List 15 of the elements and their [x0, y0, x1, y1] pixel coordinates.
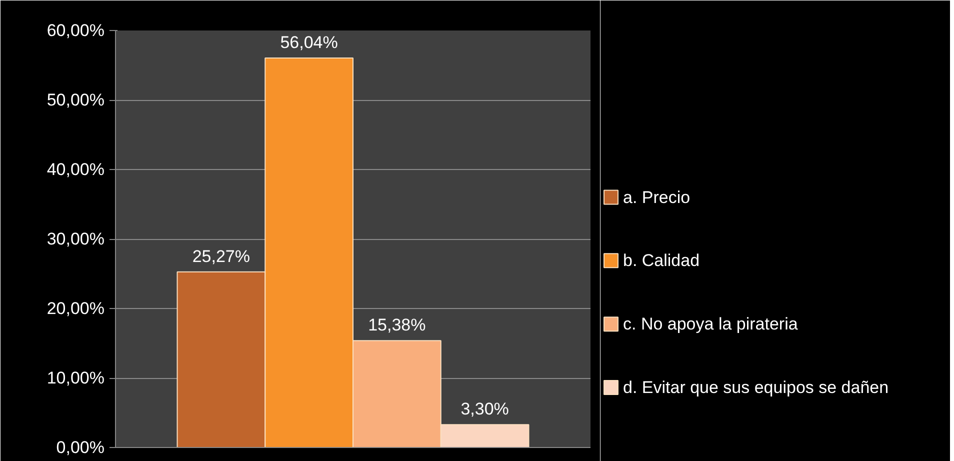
- data-label: 25,27%: [192, 246, 250, 266]
- data-label: 15,38%: [368, 316, 426, 335]
- data-label: 56,04%: [280, 33, 338, 52]
- y-tick-label: 40,00%: [46, 160, 105, 179]
- legend-label: d. Evitar que sus equipos se dañen: [623, 378, 889, 397]
- y-tick-label: 0,00%: [56, 438, 104, 457]
- data-label: 3,30%: [460, 400, 509, 419]
- y-tick-label: 30,00%: [46, 230, 105, 248]
- y-tick-label: 20,00%: [46, 299, 105, 318]
- legend-label: b. Calidad: [623, 251, 700, 270]
- y-tick-label: 60,00%: [46, 21, 105, 40]
- y-tick-label: 10,00%: [46, 368, 105, 388]
- y-tick-label: 50,00%: [46, 90, 105, 110]
- legend-label: c. No apoya la pirateria: [623, 314, 798, 334]
- legend-label: a. Precio: [623, 188, 690, 207]
